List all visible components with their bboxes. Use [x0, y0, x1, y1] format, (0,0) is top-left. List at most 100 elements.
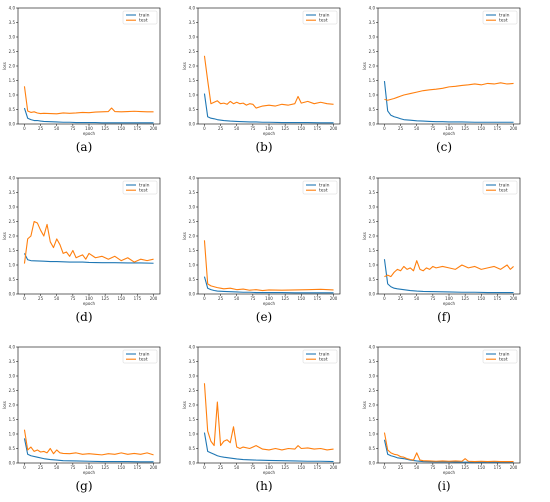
y-tick-label: 2.0 [9, 63, 16, 68]
legend-label-train: train [319, 183, 330, 189]
plot-frame [197, 346, 341, 464]
y-axis-label: loss [2, 232, 7, 240]
series-line-train [23, 438, 154, 463]
x-tick-label: 50 [234, 126, 240, 131]
y-tick-label: 4.0 [189, 175, 196, 180]
y-tick-label: 4.0 [369, 5, 376, 10]
series-line-test [23, 220, 154, 264]
y-tick-label: 3.5 [369, 190, 376, 195]
y-axis-label: loss [182, 232, 187, 240]
y-tick-label: 2.5 [9, 49, 16, 54]
legend-label-test: test [499, 357, 508, 363]
plot-frame [17, 7, 161, 125]
subplot-1: 0.0 0.5 1.0 1.5 2.0 2.5 3.0 3.5 4.0 0 25 50 75 100 125… [182, 5, 341, 154]
x-tick-label: 200 [330, 296, 338, 301]
x-tick-label: 0 [23, 126, 26, 131]
y-axis-label: loss [182, 401, 187, 409]
x-axis-label: epoch [263, 470, 276, 475]
y-tick-label: 3.0 [9, 204, 16, 209]
x-tick-label: 0 [203, 465, 206, 470]
x-tick-label: 50 [54, 126, 60, 131]
x-tick-label: 125 [101, 296, 109, 301]
x-axis-label: epoch [83, 301, 96, 306]
y-tick-label: 3.0 [369, 373, 376, 378]
x-tick-label: 25 [398, 465, 404, 470]
subplot-5: 0.0 0.5 1.0 1.5 2.0 2.5 3.0 3.5 4.0 0 25 50 75 100 125… [362, 175, 521, 324]
series-line-test [384, 260, 514, 278]
x-tick-label: 175 [494, 465, 502, 470]
y-tick-label: 2.0 [369, 63, 376, 68]
x-tick-label: 175 [314, 296, 322, 301]
y-tick-label: 0.0 [369, 291, 376, 296]
series-line-test [383, 432, 514, 463]
x-tick-label: 175 [494, 296, 502, 301]
y-tick-label: 3.5 [369, 359, 376, 364]
y-tick-label: 0.5 [189, 107, 196, 112]
x-tick-label: 200 [510, 126, 518, 131]
y-tick-label: 4.0 [9, 344, 16, 349]
x-tick-label: 100 [265, 126, 273, 131]
x-axis-label: epoch [83, 131, 96, 136]
x-tick-label: 150 [117, 126, 125, 131]
y-tick-label: 0.5 [369, 107, 376, 112]
y-tick-label: 3.5 [369, 20, 376, 25]
x-tick-label: 125 [101, 465, 109, 470]
legend-label-train: train [499, 13, 510, 19]
y-tick-label: 2.0 [9, 402, 16, 407]
x-tick-label: 50 [414, 126, 420, 131]
y-tick-label: 1.5 [189, 417, 196, 422]
x-tick-label: 150 [117, 296, 125, 301]
x-axis-label: epoch [263, 301, 276, 306]
y-tick-label: 0.0 [369, 460, 376, 465]
x-axis-label: epoch [443, 301, 456, 306]
legend-label-train: train [499, 352, 510, 358]
series-line-test [203, 240, 334, 292]
y-tick-label: 3.0 [189, 373, 196, 378]
x-tick-label: 25 [218, 465, 224, 470]
y-tick-label: 4.0 [369, 175, 376, 180]
x-tick-label: 200 [510, 465, 518, 470]
x-tick-label: 150 [297, 296, 305, 301]
y-tick-label: 2.0 [189, 63, 196, 68]
series-line-train [203, 93, 334, 124]
series-line-test [384, 82, 514, 101]
y-tick-label: 1.5 [9, 78, 16, 83]
x-tick-label: 125 [281, 465, 289, 470]
x-tick-label: 25 [398, 126, 404, 131]
series-line-test [203, 55, 334, 109]
y-tick-label: 2.5 [189, 219, 196, 224]
legend-label-test: test [139, 18, 148, 24]
x-tick-label: 125 [461, 296, 469, 301]
x-tick-label: 75 [70, 126, 76, 131]
x-tick-label: 100 [85, 126, 93, 131]
y-tick-label: 0.5 [369, 446, 376, 451]
y-tick-label: 2.0 [9, 233, 16, 238]
y-tick-label: 3.0 [9, 373, 16, 378]
y-tick-label: 3.0 [369, 204, 376, 209]
x-tick-label: 25 [218, 126, 224, 131]
subplot-0: 0.0 0.5 1.0 1.5 2.0 2.5 3.0 3.5 4.0 0 25 50 75 100 125… [2, 5, 161, 154]
x-tick-label: 100 [445, 296, 453, 301]
x-tick-label: 75 [250, 126, 256, 131]
x-tick-label: 200 [330, 465, 338, 470]
y-tick-label: 0.5 [9, 107, 16, 112]
y-tick-label: 4.0 [9, 175, 16, 180]
y-tick-label: 1.5 [369, 248, 376, 253]
y-tick-label: 4.0 [9, 5, 16, 10]
series-line-train [23, 107, 154, 124]
y-tick-label: 4.0 [189, 344, 196, 349]
subplot-7: 0.0 0.5 1.0 1.5 2.0 2.5 3.0 3.5 4.0 0 25 50 75 100 125… [182, 344, 341, 493]
x-tick-label: 200 [510, 296, 518, 301]
legend-label-test: test [139, 357, 148, 363]
x-tick-label: 25 [38, 126, 44, 131]
y-tick-label: 3.0 [9, 34, 16, 39]
subplot-caption: (f) [437, 310, 451, 324]
subplot-2: 0.0 0.5 1.0 1.5 2.0 2.5 3.0 3.5 4.0 0 25 50 75 100 125… [362, 5, 521, 154]
x-tick-label: 0 [23, 296, 26, 301]
plot-frame [197, 7, 341, 125]
x-tick-label: 50 [54, 465, 60, 470]
